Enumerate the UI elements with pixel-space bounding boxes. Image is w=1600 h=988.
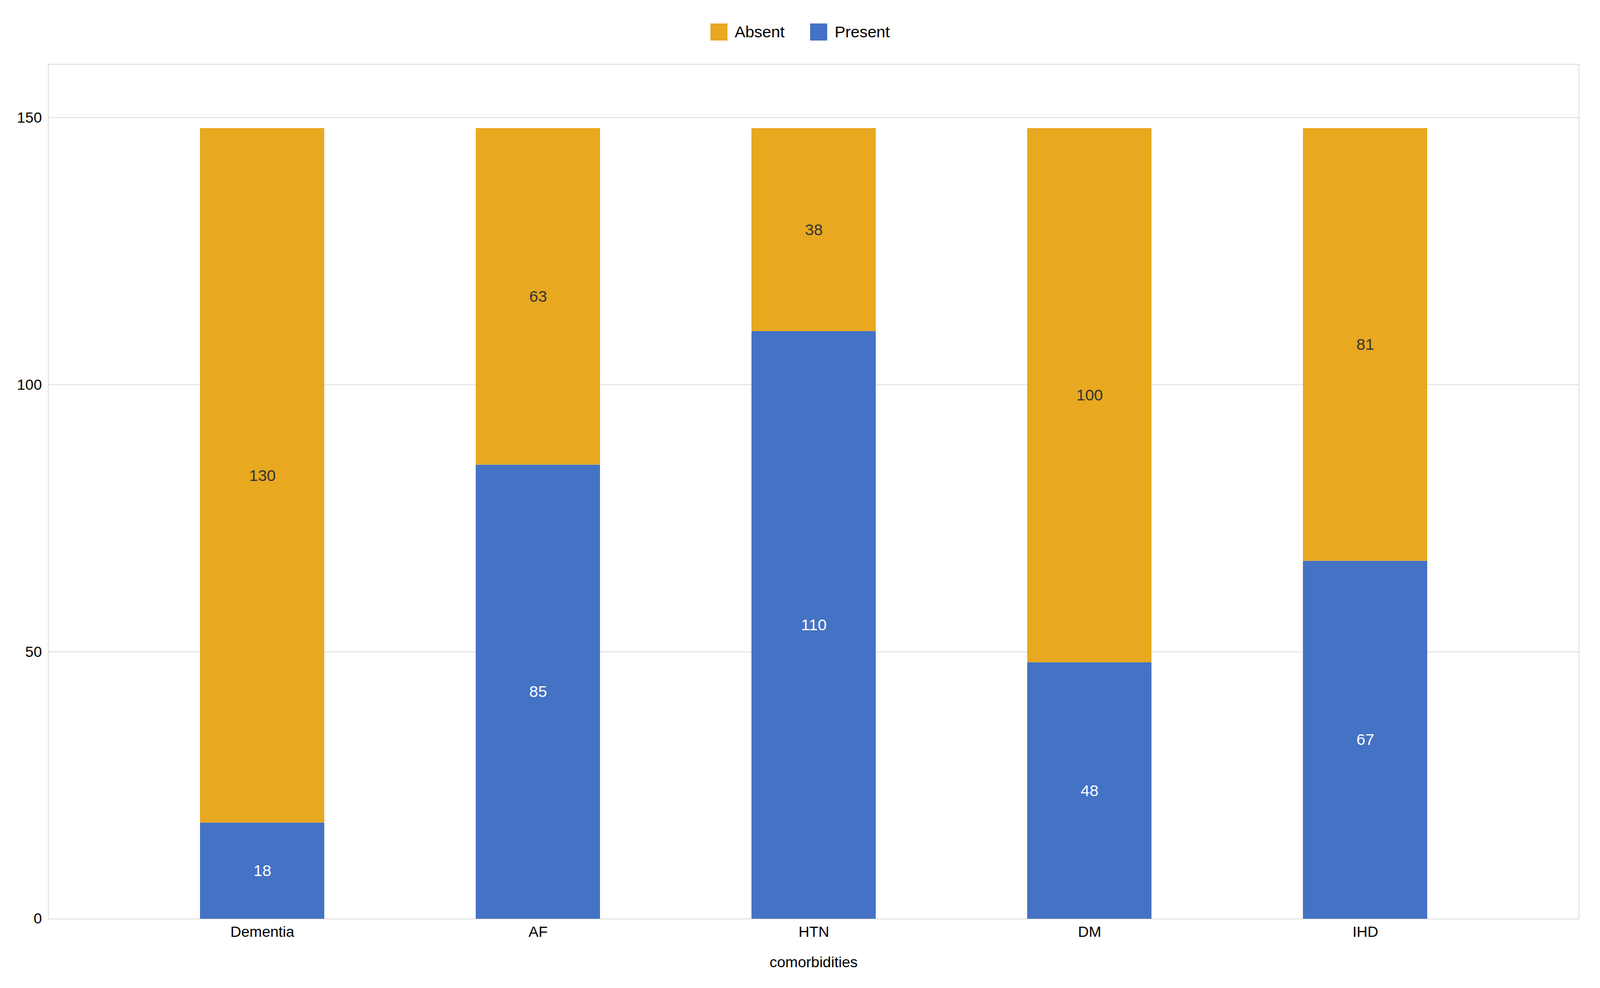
- svg-text:67: 67: [1356, 730, 1374, 749]
- svg-text:0: 0: [33, 910, 43, 927]
- svg-text:85: 85: [529, 682, 547, 701]
- svg-text:63: 63: [529, 287, 547, 306]
- svg-text:comorbidities: comorbidities: [769, 954, 858, 971]
- svg-text:AF: AF: [528, 923, 548, 941]
- html-text:Present: Present: [834, 22, 890, 41]
- svg-text:150: 150: [17, 109, 43, 126]
- svg-text:IHD: IHD: [1352, 923, 1379, 941]
- svg-text:130: 130: [249, 466, 276, 485]
- svg-text:48: 48: [1080, 781, 1099, 800]
- svg-text:Dementia: Dementia: [230, 923, 295, 941]
- svg-text:HTN: HTN: [798, 923, 830, 941]
- svg-text:DM: DM: [1077, 923, 1102, 941]
- svg-text:110: 110: [801, 616, 827, 634]
- svg-text:50: 50: [25, 643, 42, 661]
- svg-text:81: 81: [1356, 335, 1374, 354]
- svg-text:100: 100: [1076, 386, 1103, 404]
- svg-text:100: 100: [17, 376, 43, 394]
- html-text:Absent: Absent: [734, 22, 785, 41]
- svg-text:18: 18: [253, 861, 271, 880]
- svg-text:38: 38: [804, 220, 823, 239]
